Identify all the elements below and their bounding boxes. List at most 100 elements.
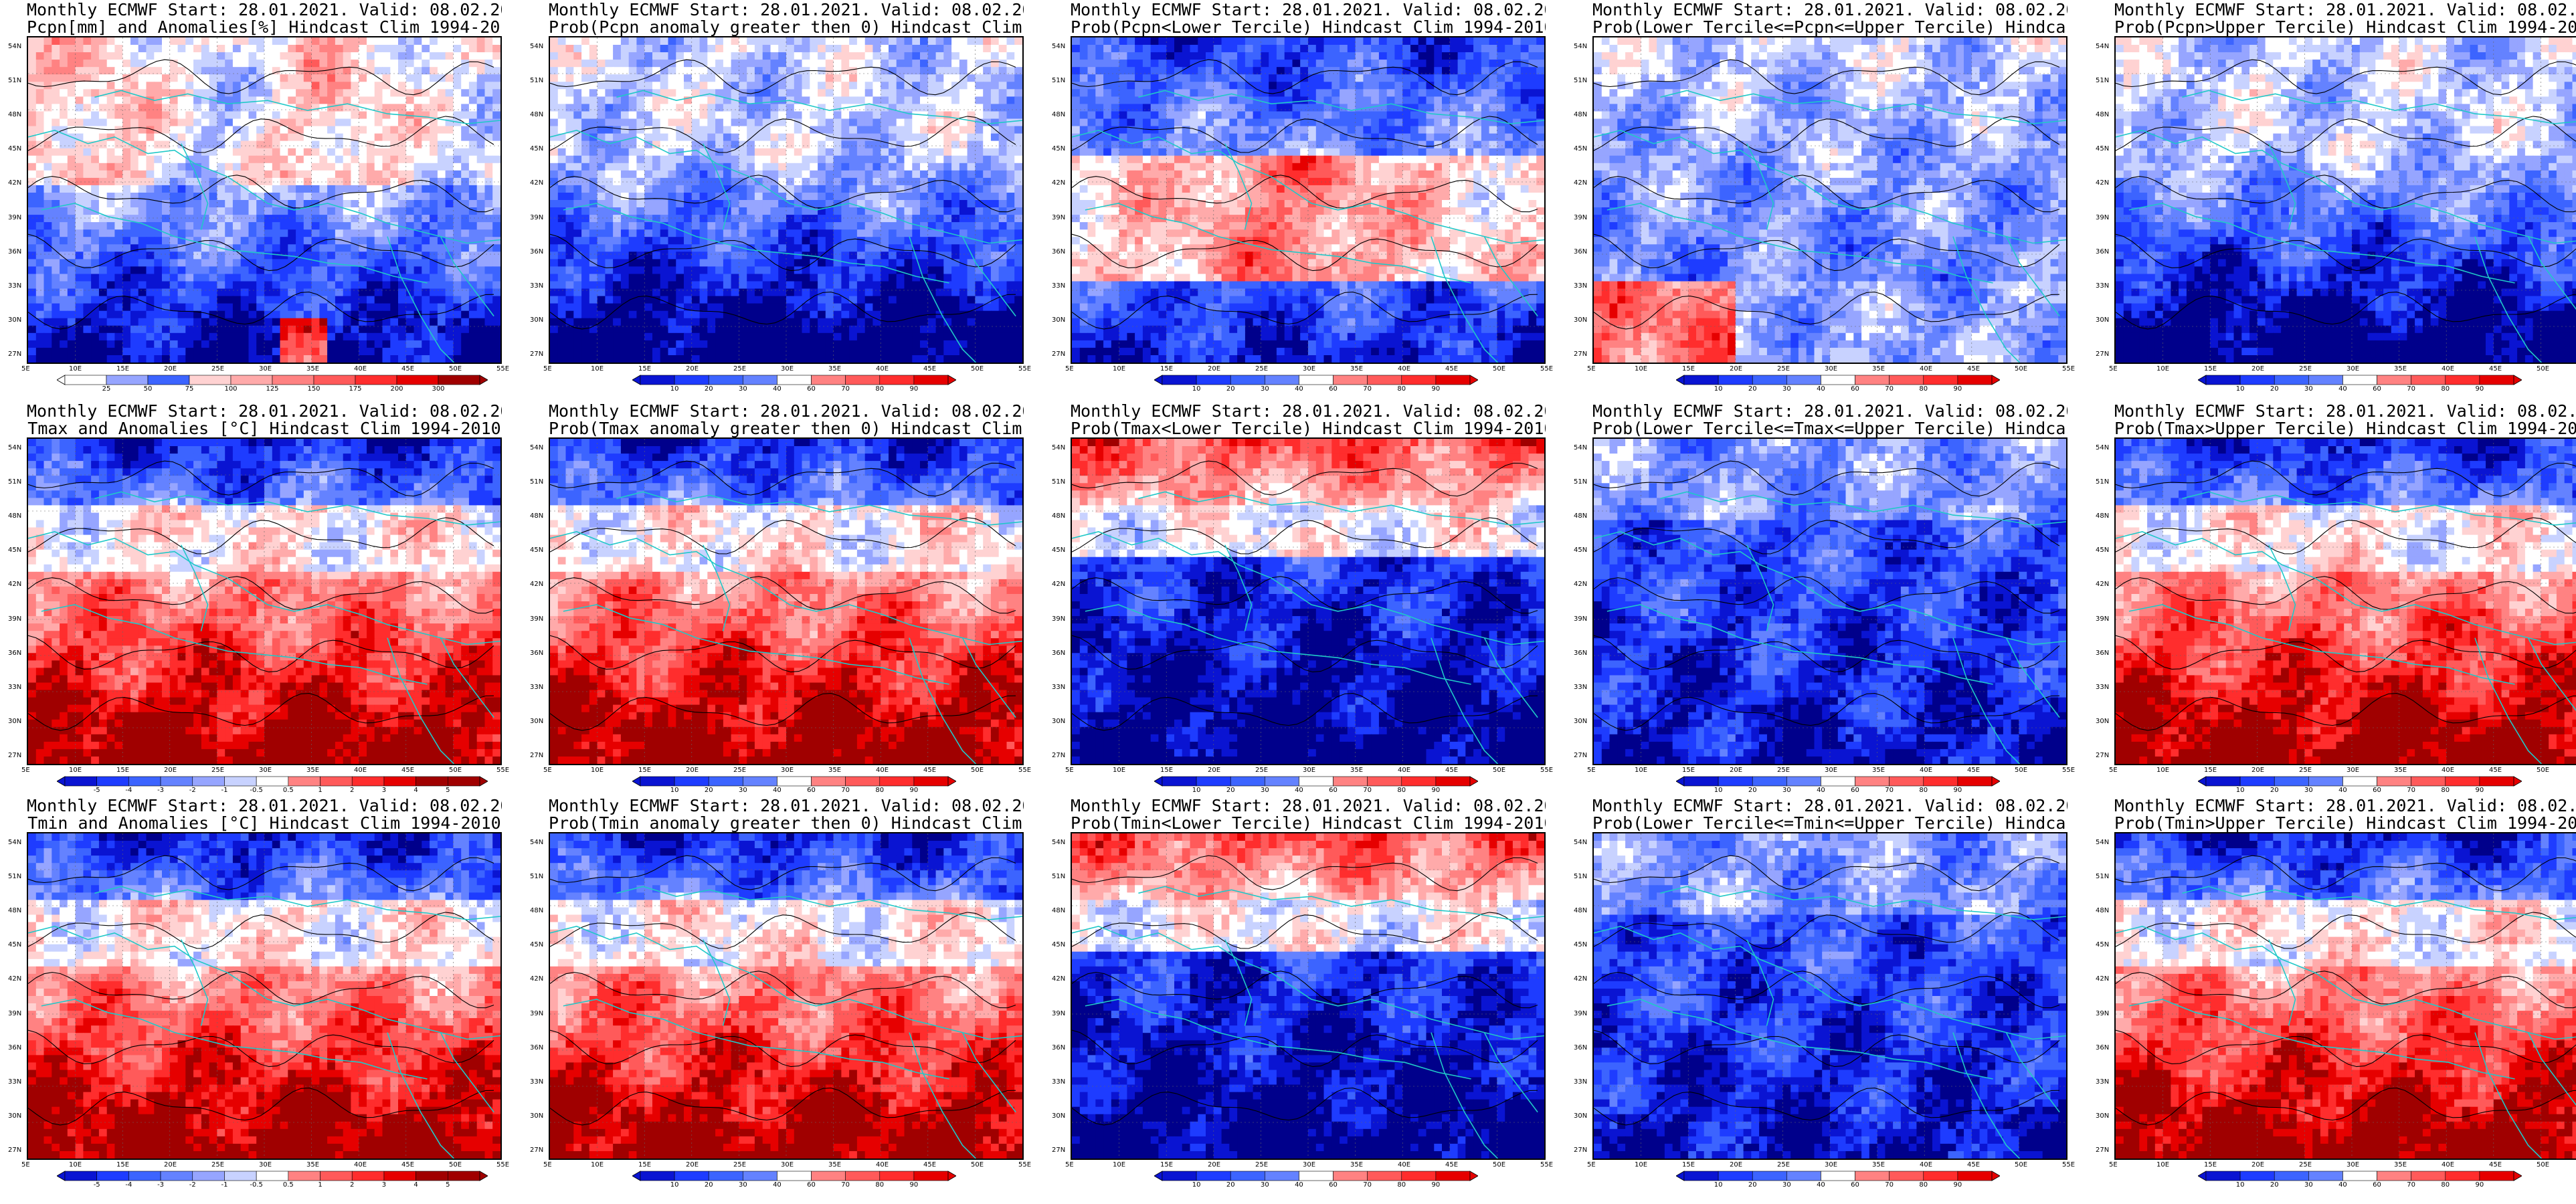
colorbar-tick-label: 4: [413, 1181, 418, 1189]
lat-tick-label: 33N: [8, 282, 21, 290]
map-frame: [2114, 832, 2576, 1160]
lat-tick-label: 48N: [1574, 111, 1587, 118]
map-field: [1072, 439, 1544, 764]
lon-tick-label: 55E: [1540, 365, 1553, 373]
lon-tick-label: 20E: [686, 365, 699, 373]
lon-tick-label: 5E: [1065, 767, 1074, 774]
lon-tick-label: 20E: [1730, 1161, 1742, 1169]
lat-tick-label: 54N: [1052, 839, 1065, 846]
lat-tick-label: 48N: [8, 512, 21, 520]
lon-tick-label: 20E: [164, 365, 177, 373]
panel-title-line1: Monthly ECMWF Start: 28.01.2021. Valid: …: [27, 1, 502, 19]
lon-tick-label: 40E: [1920, 767, 1932, 774]
lon-tick-label: 5E: [1065, 365, 1074, 373]
lat-tick-label: 30N: [530, 1112, 543, 1120]
colorbar-tick-label: 10: [2236, 787, 2245, 794]
panel-title-line2: Tmax and Anomalies [°C] Hindcast Clim 19…: [27, 420, 502, 437]
map-frame: [1592, 437, 2067, 765]
lon-tick-label: 45E: [2489, 1161, 2502, 1169]
colorbar-tick-label: 80: [1919, 1181, 1928, 1189]
colorbar-tick-label: 90: [1954, 385, 1962, 393]
lat-tick-label: 45N: [2096, 546, 2109, 554]
lon-tick-label: 15E: [1160, 1161, 1173, 1169]
lon-tick-label: 50E: [971, 1161, 984, 1169]
lon-tick-label: 35E: [306, 1161, 319, 1169]
lon-tick-label: 35E: [828, 365, 841, 373]
lat-tick-label: 51N: [1052, 77, 1065, 84]
lon-tick-label: 30E: [1303, 1161, 1315, 1169]
lon-tick-label: 10E: [69, 365, 82, 373]
lon-tick-label: 50E: [971, 365, 984, 373]
colorbar-tick-label: -3: [157, 787, 164, 794]
colorbar-tick-label: 60: [807, 1181, 816, 1189]
colorbar-tick-label: 40: [1817, 385, 1825, 393]
lat-tick-label: 45N: [1574, 941, 1587, 948]
lat-tick-label: 36N: [530, 649, 543, 657]
lon-tick-label: 40E: [876, 1161, 889, 1169]
lat-tick-label: 30N: [2096, 718, 2109, 725]
lat-tick-label: 51N: [1574, 873, 1587, 880]
colorbar-tick-label: 20: [705, 1181, 713, 1189]
lat-tick-label: 54N: [8, 839, 21, 846]
lat-tick-label: 51N: [2096, 478, 2109, 486]
lon-tick-label: 15E: [116, 1161, 129, 1169]
lat-tick-label: 30N: [1574, 718, 1587, 725]
lon-tick-label: 10E: [69, 1161, 82, 1169]
colorbar: 10 20 30 40 60 70 80 90: [632, 1171, 956, 1189]
map-frame: [1592, 832, 2067, 1160]
lon-tick-label: 10E: [591, 365, 604, 373]
colorbar-tick-label: 60: [1851, 1181, 1859, 1189]
lat-tick-label: 30N: [8, 316, 21, 324]
colorbar-tick-label: 50: [144, 385, 153, 393]
colorbar-tick-label: 90: [2476, 787, 2484, 794]
lon-tick-label: 10E: [2156, 365, 2169, 373]
colorbar: 10 20 30 40 60 70 80 90: [2198, 1171, 2522, 1189]
colorbar-tick-label: 90: [1432, 385, 1441, 393]
colorbar-tick-label: 10: [1714, 1181, 1723, 1189]
colorbar-tick-label: 40: [2338, 787, 2347, 794]
lat-tick-label: 30N: [530, 316, 543, 324]
map-frame: [1592, 36, 2067, 364]
lon-tick-label: 35E: [1350, 1161, 1363, 1169]
lon-tick-label: 10E: [2156, 767, 2169, 774]
colorbar-tick-label: 20: [1748, 1181, 1757, 1189]
lat-tick-label: 42N: [530, 581, 543, 588]
lat-tick-label: 30N: [530, 718, 543, 725]
lat-tick-label: 48N: [1574, 512, 1587, 520]
colorbar-tick-label: 90: [910, 385, 919, 393]
lon-tick-label: 20E: [2251, 767, 2264, 774]
lon-tick-label: 40E: [2442, 365, 2454, 373]
lat-tick-label: 39N: [1574, 214, 1587, 221]
lon-tick-label: 45E: [2489, 767, 2502, 774]
lat-tick-label: 27N: [8, 752, 21, 759]
lat-tick-label: 33N: [530, 1078, 543, 1086]
lat-tick-label: 39N: [1574, 1010, 1587, 1017]
lat-tick-label: 27N: [530, 752, 543, 759]
lat-tick-label: 54N: [1574, 43, 1587, 50]
colorbar-tick-label: 70: [1363, 1181, 1372, 1189]
colorbar-tick-label: 3: [382, 787, 386, 794]
lon-tick-label: 55E: [1018, 1161, 1031, 1169]
lon-tick-label: 15E: [1682, 767, 1695, 774]
colorbar-tick-label: 60: [2373, 787, 2381, 794]
map-frame: [549, 437, 1024, 765]
colorbar-tick-label: 40: [1295, 385, 1303, 393]
lat-tick-label: 36N: [2096, 649, 2109, 657]
lat-tick-label: 33N: [1574, 282, 1587, 290]
lon-tick-label: 40E: [2442, 1161, 2454, 1169]
lon-tick-label: 20E: [686, 1161, 699, 1169]
lat-tick-label: 42N: [1574, 179, 1587, 187]
lon-tick-label: 30E: [1825, 365, 1837, 373]
lon-tick-label: 50E: [449, 767, 462, 774]
map-field: [1072, 37, 1544, 363]
lat-tick-label: 33N: [8, 684, 21, 691]
colorbar-tick-label: 80: [2441, 787, 2450, 794]
lat-tick-label: 48N: [2096, 111, 2109, 118]
lat-tick-label: 30N: [1052, 718, 1065, 725]
lon-tick-label: 45E: [923, 1161, 936, 1169]
lat-tick-label: 36N: [8, 649, 21, 657]
lon-tick-label: 30E: [259, 365, 272, 373]
lon-tick-label: 25E: [211, 767, 224, 774]
panel-title-line2: Prob(Tmin<Lower Tercile) Hindcast Clim 1…: [1071, 815, 1546, 832]
lat-tick-label: 51N: [1574, 77, 1587, 84]
